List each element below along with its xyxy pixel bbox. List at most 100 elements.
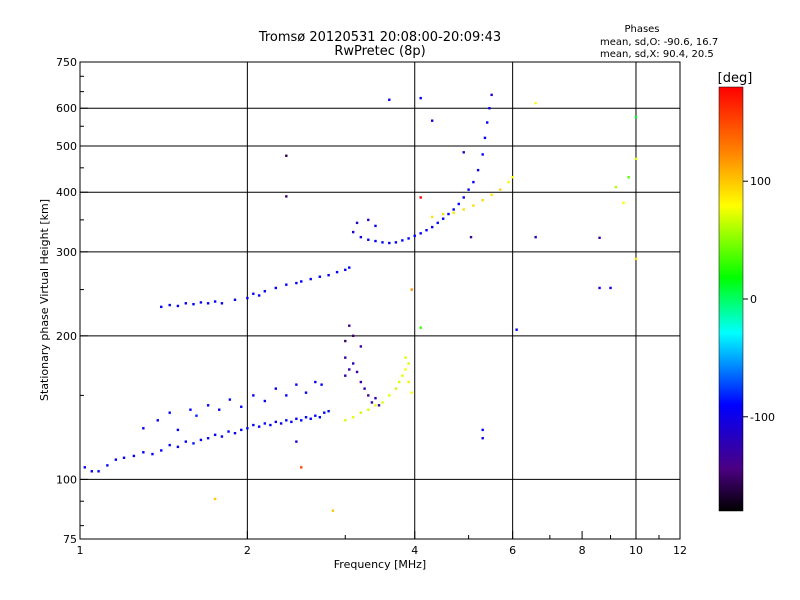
- data-point: [388, 98, 391, 101]
- data-point: [274, 387, 278, 390]
- data-point: [295, 417, 298, 420]
- data-point: [106, 464, 109, 467]
- x-tick-label: 12: [673, 544, 687, 557]
- data-point: [374, 224, 377, 228]
- data-point: [220, 435, 224, 438]
- data-point: [228, 398, 232, 401]
- data-point: [295, 440, 298, 443]
- data-point: [419, 96, 422, 100]
- x-tick-label: 8: [579, 544, 586, 557]
- data-point: [269, 423, 272, 427]
- data-point: [318, 275, 322, 278]
- data-point: [394, 241, 398, 244]
- data-point: [309, 417, 312, 420]
- data-point: [160, 305, 163, 309]
- data-point: [430, 215, 434, 219]
- data-point: [192, 302, 195, 306]
- data-point: [377, 404, 381, 407]
- phases-x-stats: mean, sd,X: 90.4, 20.5: [600, 49, 714, 60]
- data-point: [176, 445, 180, 449]
- data-point: [304, 391, 308, 394]
- data-point: [472, 204, 475, 207]
- data-point: [462, 208, 465, 211]
- data-point: [351, 230, 355, 234]
- data-point: [285, 394, 288, 397]
- data-point: [410, 288, 413, 291]
- chart-title: Tromsø 20120531 20:08:00-20:09:43: [258, 30, 501, 45]
- y-tick-label: 200: [56, 330, 77, 343]
- data-point: [447, 212, 450, 216]
- data-point: [467, 188, 470, 191]
- data-point: [490, 193, 493, 197]
- data-point: [233, 431, 237, 435]
- data-point: [401, 374, 404, 377]
- data-point: [348, 324, 351, 327]
- data-point: [331, 509, 335, 512]
- y-tick-label: 750: [56, 56, 77, 69]
- data-point: [189, 408, 192, 411]
- data-point: [246, 427, 249, 430]
- data-point: [192, 442, 195, 445]
- plot-frame: [79, 61, 681, 540]
- data-point: [348, 368, 351, 371]
- data-point: [344, 419, 347, 422]
- data-point: [634, 257, 638, 261]
- data-point: [246, 296, 249, 300]
- data-point: [419, 196, 422, 199]
- data-point: [404, 368, 407, 371]
- data-point: [199, 438, 203, 442]
- data-point: [462, 151, 465, 154]
- data-points: [83, 93, 638, 512]
- data-point: [240, 428, 243, 432]
- data-point: [199, 301, 203, 304]
- colorbar-tick-label: 100: [750, 175, 771, 188]
- data-point: [425, 228, 428, 232]
- data-point: [457, 202, 460, 206]
- data-point: [206, 404, 210, 407]
- data-point: [285, 154, 288, 157]
- data-point: [394, 387, 398, 390]
- data-point: [176, 428, 180, 432]
- y-axis-ticks: 75 100 200 300 400 500 600 750: [56, 56, 88, 546]
- data-point: [184, 440, 188, 443]
- data-point: [122, 456, 126, 459]
- data-point: [359, 411, 363, 414]
- data-point: [274, 286, 278, 290]
- data-point: [452, 211, 455, 215]
- data-point: [285, 419, 288, 422]
- data-point: [483, 136, 487, 140]
- data-point: [335, 270, 339, 274]
- data-point: [634, 115, 638, 119]
- data-point: [263, 399, 267, 403]
- data-point: [481, 428, 484, 432]
- data-point: [257, 294, 261, 297]
- data-point: [176, 304, 180, 308]
- data-point: [598, 286, 601, 290]
- data-point: [300, 419, 303, 422]
- data-point: [614, 185, 618, 189]
- plot-background: [80, 62, 680, 539]
- data-point: [344, 268, 347, 272]
- data-point: [309, 277, 312, 281]
- data-point: [511, 176, 514, 179]
- chart-subtitle: RwPretec (8p): [334, 44, 425, 59]
- phases-title: Phases: [624, 24, 659, 35]
- data-point: [274, 420, 278, 424]
- data-point: [252, 292, 255, 295]
- data-point: [627, 176, 630, 179]
- data-point: [83, 466, 86, 469]
- data-point: [469, 235, 473, 239]
- grid-lines: [80, 62, 680, 539]
- phases-o-stats: mean, sd,O: -90.6, 16.7: [600, 37, 718, 48]
- data-point: [374, 404, 377, 407]
- data-point: [344, 356, 347, 359]
- y-tick-label: 600: [56, 102, 77, 115]
- x-tick-label: 10: [629, 544, 643, 557]
- data-point: [634, 157, 638, 161]
- colorbar-label: [deg]: [718, 71, 753, 86]
- data-point: [279, 422, 283, 425]
- data-point: [323, 411, 326, 414]
- data-point: [227, 430, 230, 433]
- data-point: [499, 188, 502, 191]
- data-point: [397, 380, 401, 384]
